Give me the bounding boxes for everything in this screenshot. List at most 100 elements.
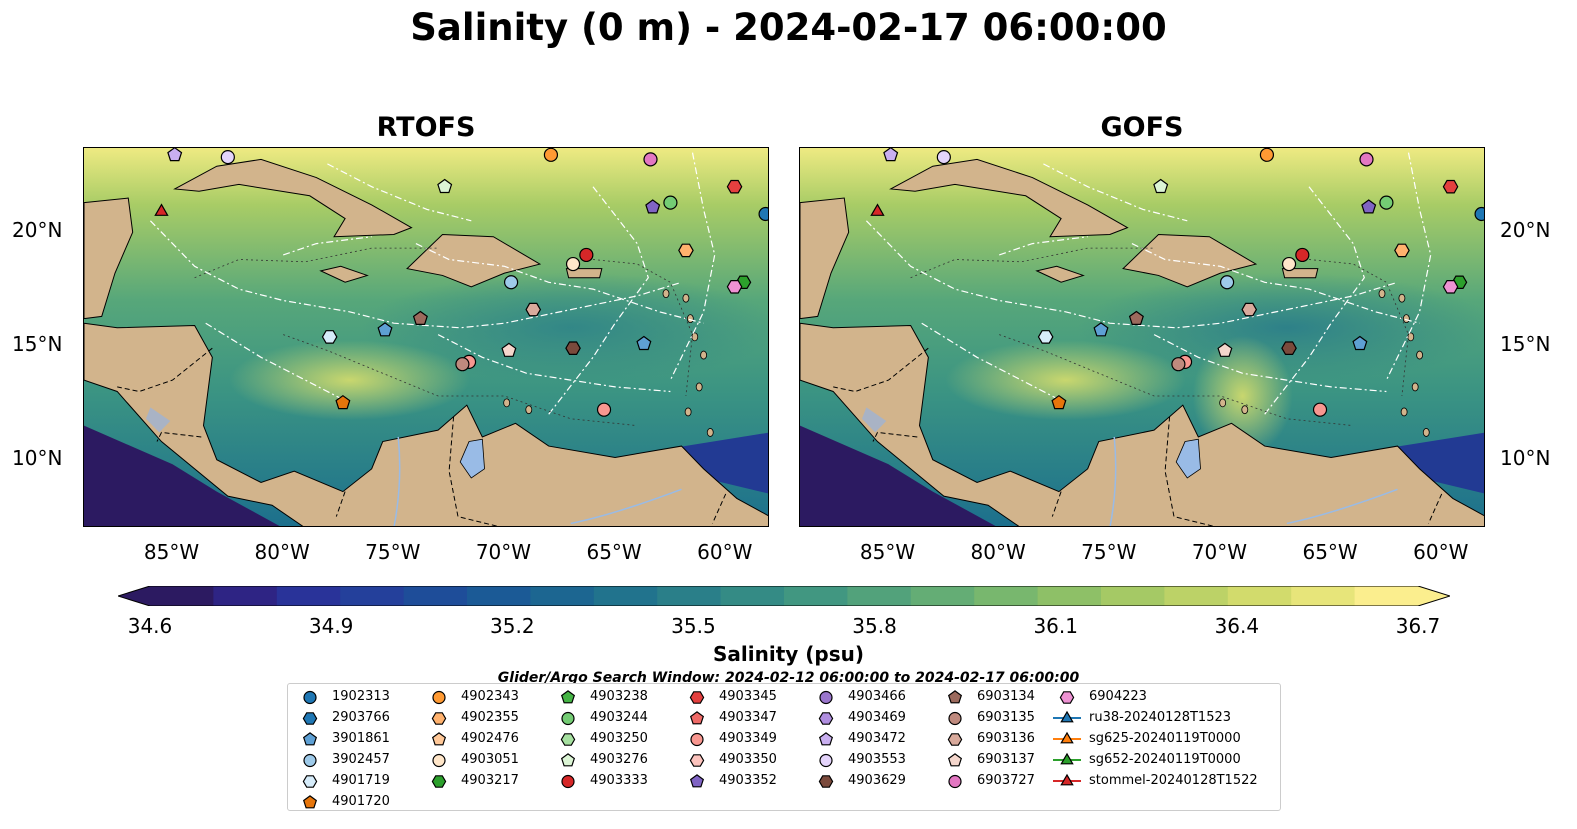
- float-marker-4903333[interactable]: [579, 247, 594, 263]
- float-marker-4903352[interactable]: [645, 199, 661, 214]
- float-marker-4903553[interactable]: [936, 150, 951, 165]
- eez-boundary: [415, 243, 704, 324]
- float-marker-6903135[interactable]: [455, 357, 470, 372]
- lon-tick-label: 60°W: [1413, 540, 1469, 564]
- float-marker-4901719[interactable]: [1037, 330, 1054, 344]
- float-marker-4902355[interactable]: [1394, 243, 1410, 258]
- legend-entry: 4903472: [812, 728, 906, 749]
- legend-entry: 6904223: [1053, 686, 1147, 707]
- map-gofs[interactable]: [799, 147, 1485, 527]
- legend-entry: 4903469: [812, 707, 906, 728]
- legend-marker-icon: [302, 794, 318, 808]
- map-rtofs[interactable]: [83, 147, 769, 527]
- float-marker-4903472[interactable]: [883, 148, 899, 162]
- float-marker-6903136[interactable]: [525, 302, 542, 317]
- float-marker-4903333[interactable]: [1295, 247, 1310, 263]
- float-marker-1902313[interactable]: [758, 206, 769, 222]
- float-marker-4903345[interactable]: [726, 179, 743, 194]
- float-marker-4902343[interactable]: [543, 148, 559, 162]
- float-marker-6903137[interactable]: [1217, 342, 1233, 357]
- lon-tick-label: 70°W: [475, 540, 532, 564]
- float-marker-4903472[interactable]: [167, 148, 183, 162]
- legend-label: 4903276: [590, 752, 648, 767]
- colorbar-tick-label: 36.7: [1395, 614, 1441, 638]
- legend-entry: 4903629: [812, 770, 906, 791]
- float-marker-4901720[interactable]: [1051, 394, 1067, 410]
- lake-nicaragua: [861, 407, 887, 433]
- legend-label: 1902313: [332, 689, 390, 704]
- legend-label: 4903217: [461, 773, 519, 788]
- float-marker-4903349[interactable]: [596, 402, 612, 417]
- float-marker-6903137[interactable]: [501, 342, 517, 357]
- float-marker-4903244[interactable]: [663, 195, 678, 210]
- legend-entry: 3902457: [296, 749, 390, 770]
- float-marker-4903629[interactable]: [565, 341, 581, 355]
- float-marker-4901720[interactable]: [335, 394, 351, 410]
- legend-label: 4903469: [848, 710, 906, 725]
- float-marker-4902343[interactable]: [1259, 148, 1275, 162]
- float-marker-6903136[interactable]: [1241, 302, 1258, 317]
- float-marker-4903051[interactable]: [565, 256, 581, 272]
- legend-label: 6903136: [977, 731, 1035, 746]
- float-marker-6903134[interactable]: [412, 310, 428, 325]
- legend-marker-icon: [1053, 773, 1081, 785]
- float-marker-4903629[interactable]: [1281, 341, 1297, 355]
- legend-marker-icon: [948, 711, 962, 725]
- small-island: [503, 398, 511, 408]
- eez-boundary: [327, 163, 472, 222]
- float-marker-6903727[interactable]: [1359, 152, 1374, 167]
- float-marker-4903349[interactable]: [1312, 402, 1328, 417]
- country-border: [872, 431, 918, 442]
- legend-entry: sg652-20240119T0000: [1053, 749, 1241, 770]
- float-marker-4903051[interactable]: [1281, 256, 1297, 272]
- float-marker-4903553[interactable]: [220, 150, 235, 165]
- colorbar-min-extend: [118, 586, 150, 606]
- float-marker-4902355[interactable]: [678, 243, 694, 258]
- float-marker-4903352[interactable]: [1361, 199, 1377, 214]
- country-border: [156, 431, 202, 442]
- small-island: [686, 314, 694, 324]
- float-marker-6903727[interactable]: [643, 152, 658, 167]
- colorbar-segment: [974, 586, 1039, 606]
- colorbar-segment: [1037, 586, 1102, 606]
- orinoco-river: [570, 488, 682, 525]
- bathymetry-contour: [283, 334, 638, 426]
- legend-marker-icon: [1053, 731, 1081, 743]
- colorbar: [118, 586, 1450, 606]
- eez-boundary: [999, 236, 1088, 256]
- small-island: [1378, 289, 1386, 299]
- float-marker-3902457[interactable]: [503, 275, 519, 290]
- colorbar-tick-label: 36.1: [1033, 614, 1078, 638]
- float-marker-4903345[interactable]: [1442, 179, 1459, 194]
- orinoco-plume: [1386, 432, 1484, 494]
- small-island: [684, 407, 692, 417]
- float-marker-3901861[interactable]: [1352, 335, 1368, 351]
- float-marker-4903276[interactable]: [1153, 178, 1169, 194]
- lat-tick-label: 10°N: [12, 445, 63, 470]
- float-marker-3901861[interactable]: [1093, 322, 1109, 337]
- float-marker-3901861[interactable]: [636, 335, 652, 351]
- float-marker-3902457[interactable]: [1219, 275, 1235, 290]
- lon-tick-label: 65°W: [1302, 540, 1358, 564]
- colorbar-segment: [403, 586, 468, 606]
- figure-title: Salinity (0 m) - 2024-02-17 06:00:00: [410, 6, 1167, 49]
- legend-label: 4901720: [332, 794, 390, 809]
- float-marker-6903135[interactable]: [1171, 357, 1186, 372]
- float-marker-stommel[interactable]: [870, 203, 885, 216]
- lon-tick-label: 85°W: [143, 540, 200, 564]
- legend-entry: 2903766: [296, 707, 390, 728]
- legend-entry: 4903051: [425, 749, 519, 770]
- float-marker-6904223[interactable]: [1442, 280, 1459, 294]
- float-marker-4901719[interactable]: [321, 330, 338, 344]
- float-marker-4903244[interactable]: [1379, 195, 1394, 210]
- float-marker-3901861[interactable]: [377, 322, 393, 337]
- float-marker-4903276[interactable]: [437, 178, 453, 194]
- small-island: [700, 350, 708, 360]
- legend-entry: 4903217: [425, 770, 519, 791]
- legend-marker-icon: [819, 690, 833, 704]
- legend-entry: 4903250: [554, 728, 648, 749]
- float-marker-6903134[interactable]: [1128, 310, 1144, 325]
- float-marker-6904223[interactable]: [726, 280, 743, 294]
- float-marker-stommel[interactable]: [154, 203, 169, 216]
- float-marker-1902313[interactable]: [1474, 206, 1485, 222]
